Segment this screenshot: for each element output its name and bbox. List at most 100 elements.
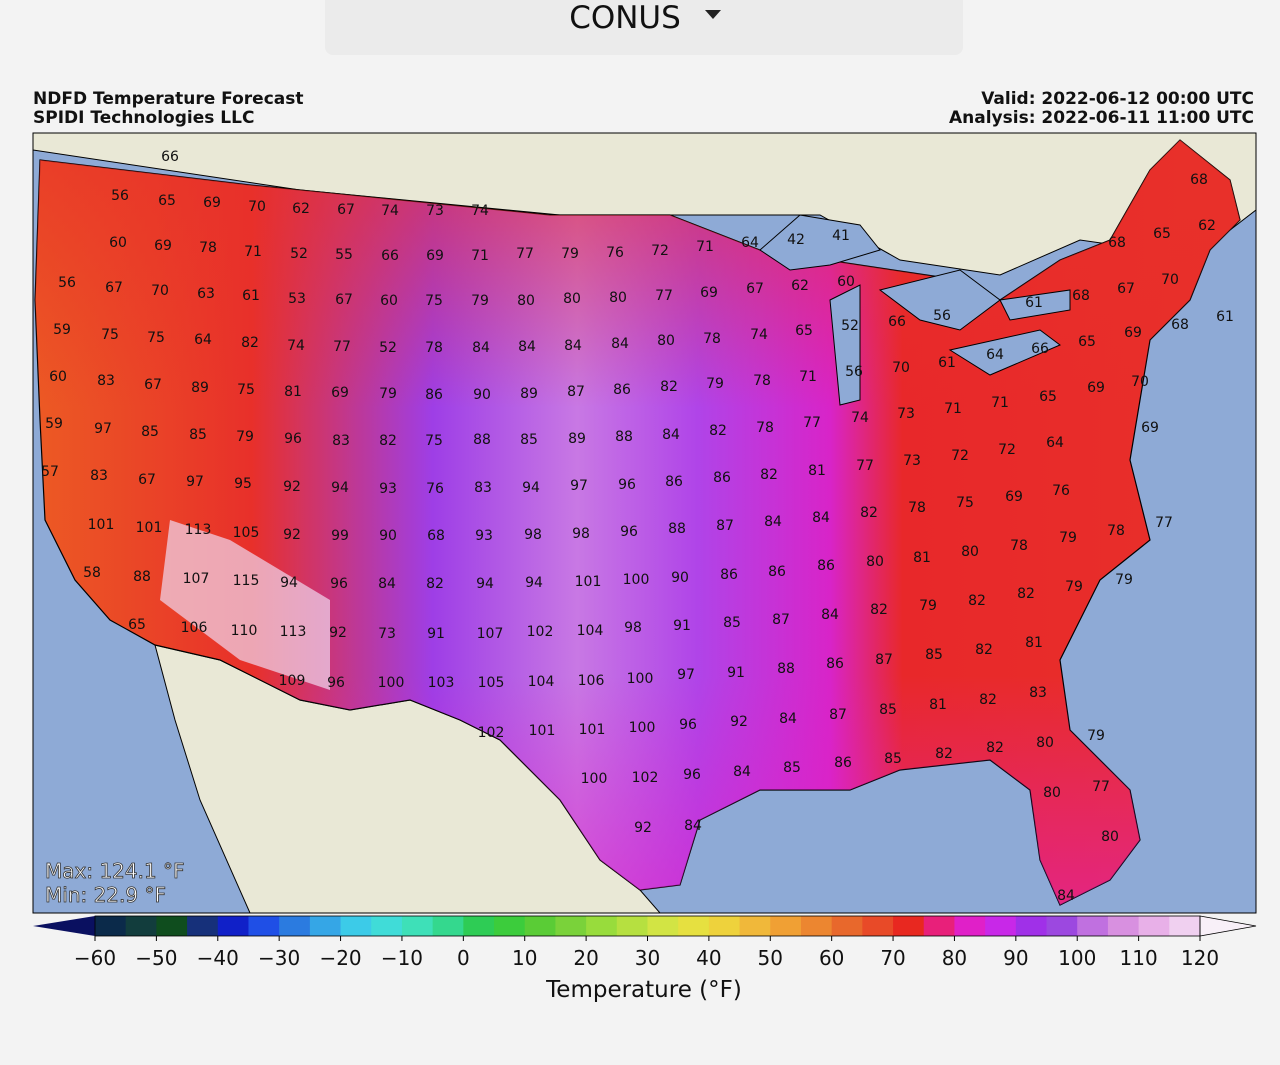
station-temp: 78 [908,500,926,516]
station-temp: 81 [929,697,947,713]
station-temp: 80 [866,554,884,570]
station-temp: 75 [956,495,974,511]
station-temp: 82 [241,335,259,351]
station-temp: 74 [287,338,305,354]
colorbar: −60 −50 −40 −30 −20 −10 0 10 20 30 40 50 60 70 80 90 100… [33,915,1257,970]
station-temp: 79 [561,246,579,262]
map-title: NDFD Temperature Forecast [33,89,304,109]
station-temp: 56 [845,364,863,380]
station-temp: 106 [578,673,605,689]
station-temp: 109 [279,673,306,689]
station-temp: 84 [1057,888,1075,904]
selector-box[interactable] [325,0,963,55]
station-temp: 82 [975,642,993,658]
station-temp: 59 [53,322,71,338]
station-temp: 78 [1010,538,1028,554]
colorbar-tick-label: 100 [1058,946,1096,970]
station-temp: 106 [181,620,208,636]
dropdown-arrow[interactable] [705,10,721,19]
map-frame [32,132,1257,914]
station-temp: 80 [609,290,627,306]
station-temp: 84 [684,818,702,834]
station-temp: 70 [151,283,169,299]
station-temp: 60 [380,293,398,309]
station-temp: 67 [105,280,123,296]
station-temp: 101 [579,722,606,738]
station-temp: 75 [425,293,443,309]
region-selector[interactable]: CONUS [325,0,963,55]
station-temp: 86 [817,558,835,574]
station-temp: 64 [194,332,212,348]
colorbar-bin [831,916,863,936]
station-temp: 97 [677,667,695,683]
station-temp: 81 [913,550,931,566]
station-temp: 65 [1153,226,1171,242]
station-temp: 65 [158,193,176,209]
station-temp: 82 [986,740,1004,756]
station-temp: 91 [427,626,445,642]
colorbar-bin [309,916,342,936]
colorbar-bin [893,916,925,936]
colorbar-bin [494,916,526,936]
station-temp: 67 [1117,281,1135,297]
station-temp: 86 [613,382,631,398]
station-temp: 78 [756,420,774,436]
station-temp: 60 [837,274,855,290]
station-temp: 62 [791,278,809,294]
station-temp: 89 [520,386,538,402]
station-temp: 107 [183,571,210,587]
station-temp: 94 [525,575,543,591]
station-temp: 66 [888,314,906,330]
station-temp: 96 [620,524,638,540]
station-temp: 103 [428,675,455,691]
colorbar-bin [985,916,1017,936]
station-temp: 56 [933,308,951,324]
station-temp: 92 [283,479,301,495]
station-temp: 73 [903,453,921,469]
station-temp: 74 [381,203,399,219]
station-temp: 83 [332,433,350,449]
station-temp: 76 [426,481,444,497]
colorbar-over [1199,915,1257,937]
station-temp: 69 [1087,380,1105,396]
station-temp: 87 [875,652,893,668]
colorbar-tick-label: −50 [135,946,177,970]
station-labels: 66 56 65 69 70 62 67 74 73 74 68 62 60 69 78 71 52 55 66 69… [41,149,1234,904]
station-temp: 79 [471,293,489,309]
station-temp: 64 [741,235,759,251]
station-temp: 60 [49,369,67,385]
station-temp: 64 [986,347,1004,363]
station-temp: 73 [378,626,396,642]
station-temp: 81 [1025,635,1043,651]
station-temp: 65 [128,617,146,633]
station-temp: 87 [829,707,847,723]
station-temp: 84 [472,340,490,356]
valid-time: Valid: 2022-06-12 00:00 UTC [981,89,1254,109]
station-temp: 90 [473,387,491,403]
station-temp: 71 [696,239,714,255]
station-temp: 76 [606,245,624,261]
station-temp: 58 [83,565,101,581]
station-temp: 67 [337,202,355,218]
station-temp: 75 [147,330,165,346]
station-temp: 85 [884,751,902,767]
station-temp: 69 [331,385,349,401]
station-temp: 78 [753,373,771,389]
colorbar-tick-label: −40 [197,946,239,970]
station-temp: 69 [426,248,444,264]
station-temp: 52 [290,246,308,262]
station-temp: 92 [730,714,748,730]
station-temp: 80 [517,293,535,309]
station-temp: 70 [1161,272,1179,288]
station-temp: 67 [746,281,764,297]
station-temp: 86 [665,474,683,490]
station-temp: 88 [777,661,795,677]
station-temp: 94 [280,575,298,591]
selector-label[interactable]: CONUS [569,0,681,36]
station-temp: 77 [1092,779,1110,795]
station-temp: 77 [803,415,821,431]
map-source: SPIDI Technologies LLC [33,108,254,128]
station-temp: 79 [1065,579,1083,595]
